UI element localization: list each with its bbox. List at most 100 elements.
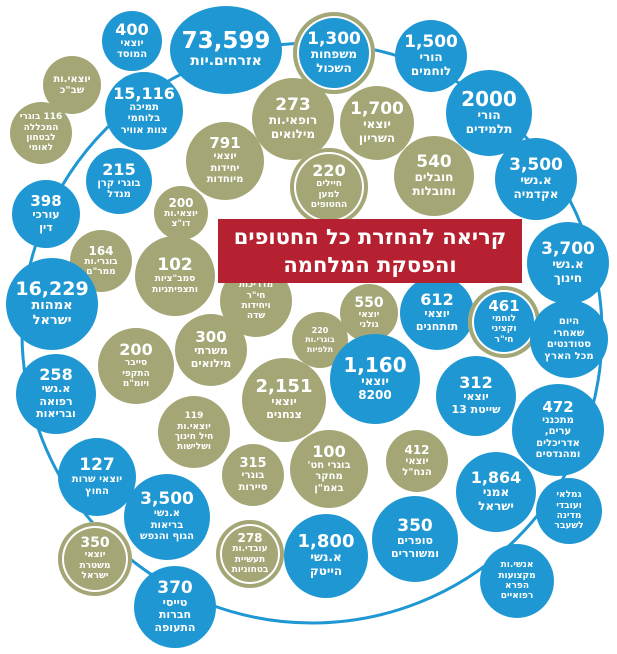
bubble-number: 3,500 (140, 489, 194, 510)
bubble-number: 1,800 (297, 531, 355, 553)
bubble-label: יוצאי צנחנים (266, 395, 302, 421)
bubble-number: 220 (312, 161, 346, 181)
bubble-number: 1,700 (350, 98, 404, 119)
bubble-mental-health: 3,500 א.נשי בריאות הגוף והנפש (124, 474, 210, 560)
bubble-students: היום שאחרי סטודנטים מכל הארץ (530, 300, 608, 378)
bubble-number: 315 (239, 456, 267, 471)
bubble-label: בוגרי סיירות (238, 470, 268, 493)
bubble-label: 220 בוגרי.ות תלפיות (305, 326, 335, 354)
bubble-number: 3,700 (541, 238, 595, 259)
bubble-number: 2,151 (255, 376, 313, 398)
bubble-pilots: 1,500 הורי לוחמים (395, 20, 467, 92)
bubble-keren-mandel: 215 בוגרי קרן מנדל (86, 148, 152, 214)
bubble-label: יוצאי השריון (358, 116, 396, 145)
bubble-number: 412 (404, 442, 430, 457)
bubble-label: אמהות ישראל (31, 297, 73, 328)
bubble-label: יוצאי.ות שב"כ (53, 73, 91, 97)
bubble-number: 1,500 (404, 31, 458, 52)
bubble-label: יוצאי.ות דו"צ (164, 208, 198, 229)
bubble-label: 116 בוגרי המכללה לבטחון לאומי (19, 112, 63, 154)
bubble-label: א.נשי אקדמיה (513, 172, 559, 201)
bubble-label: לוחמי וקציני חי"ר (491, 313, 517, 345)
bubble-label: סמב"ציות ותצפיתניות (152, 274, 198, 295)
bubble-education-corps: 119 יוצאי.ות חיל חינוך ושלישות (158, 396, 230, 468)
bubble-special-units: 791 יוצאי יחידות מיוחדות (186, 122, 264, 200)
bubble-duvdevan: 200 יוצאי.ות דו"צ (154, 186, 208, 240)
bubble-label: רופאי.ות מילואים (268, 112, 318, 141)
bubble-number: 15,116 (113, 83, 175, 103)
bubble-number: 73,599 (181, 28, 271, 55)
bubble-label: הורי לוחמים (410, 49, 452, 78)
bubble-engineering: 412 יוצאי הנח"ל (386, 430, 448, 492)
bubble-label: אזרחים.יות (190, 53, 262, 70)
bubble-label: א.נשי חינוך (552, 256, 584, 285)
bubble-number: 200 (119, 340, 153, 360)
bubble-label: תמיכה בלוחמי צוות אוויר (120, 101, 168, 136)
bubble-number: 398 (30, 191, 62, 210)
bubble-number: 273 (275, 94, 311, 115)
bubble-recon: 315 בוגרי סיירות (222, 444, 284, 506)
bubble-label: יוצאי שייטת 13 (451, 390, 501, 416)
bubble-label: יוצאי משטרת ישראל (79, 550, 111, 582)
bubble-number: 472 (542, 397, 574, 416)
bubble-label: גמלאי ועובדי מדינה לשעבר (554, 490, 584, 532)
bubble-management: 116 בוגרי המכללה לבטחון לאומי (10, 102, 72, 164)
headline-line-2: והפסקת המלחמה (283, 253, 457, 277)
bubble-warrior-women: 540 חובלים וחובלות (394, 136, 474, 216)
bubble-number: 370 (157, 577, 193, 598)
bubble-number: 100 (312, 441, 346, 461)
bubble-security-industries: 278 עובדי.ות תעשיית בטחוניות (216, 520, 284, 588)
bubble-label: יוצאי יחידות מיוחדות (206, 151, 244, 186)
bubble-number: 164 (88, 243, 114, 258)
bubble-label: א.נשי רפואה ובריאות (36, 382, 76, 421)
bubble-unit-8200: 1,160 יוצאי 8200 (330, 334, 420, 424)
bubble-academia-women: 3,500 א.נשי אקדמיה (495, 138, 577, 220)
bubble-pensioners: גמלאי ועובדי מדינה לשעבר (536, 478, 602, 544)
bubble-label: אנשי.ות מקצועות הפרא רפואיים (498, 560, 536, 602)
bubble-airforce-support: 15,116 תמיכה בלוחמי צוות אוויר (105, 72, 183, 150)
bubble-label: סייבר התקפי ויומ"מ (122, 358, 150, 390)
bubble-reserve-doctors: 273 רופאי.ות מילואים (252, 78, 334, 160)
bubble-label: משרתי מילואים (190, 343, 232, 370)
bubble-number: 400 (115, 19, 149, 39)
bubble-label: א.נשי בריאות הגוף והנפש (140, 508, 194, 543)
bubble-label: אמני ישראל (478, 485, 514, 513)
bubble-student-parents: 2000 הורי תלמידים (446, 70, 532, 156)
bubble-aviators: 370 טייסי חברות התעופה (134, 566, 216, 648)
bubble-number: 127 (79, 455, 115, 475)
bubble-education-women: 3,700 א.נשי חינוך (527, 222, 609, 304)
bubble-label: יוצאי שרות החוץ (71, 474, 123, 497)
bubble-label: טייסי חברות התעופה (154, 595, 196, 634)
bubble-label: חובלים וחובלות (412, 169, 456, 198)
bubble-label: א.נשי הייטק (309, 550, 343, 578)
bubble-label: היום שאחרי סטודנטים מכל הארץ (544, 316, 594, 362)
bubble-planners: 472 מתכנני ערים, אדריכלים ומהנדסים (512, 384, 604, 476)
bubble-number: 258 (39, 365, 73, 385)
bubble-label: יוצאי 8200 (358, 374, 392, 402)
bubble-number: 461 (488, 296, 520, 315)
bubble-number: 1,300 (307, 28, 361, 49)
bubble-label: הורי תלמידים (465, 108, 513, 136)
bubble-label: מדריכות חי"ר ויחידות שדה (238, 280, 274, 322)
headline-line-1: קריאה להחזרת כל החטופים (233, 224, 507, 249)
bubble-number: 3,500 (509, 154, 563, 175)
bubble-label: עובדי.ות תעשיית בטחוניות (231, 544, 269, 576)
bubble-number: 540 (416, 151, 452, 172)
bubble-artillery: 612 יוצאי תותחנים (400, 276, 474, 350)
bubble-foreign-service: 127 יוצאי שרות החוץ (58, 438, 136, 516)
bubble-intel: 102 סמב"ציות ותצפיתניות (135, 236, 215, 316)
bubble-shayetet: 312 יוצאי שייטת 13 (436, 356, 516, 436)
headline-banner: קריאה להחזרת כל החטופים והפסקת המלחמה (218, 219, 522, 283)
bubble-number: 612 (420, 290, 454, 310)
bubble-number: 278 (237, 531, 263, 546)
bubble-intel-research: 100 בוגרי חט' מחקר באמ"ן (290, 430, 368, 508)
bubble-label: בוגרי קרן מנדל (97, 177, 141, 201)
bubble-number: 215 (102, 159, 136, 179)
bubble-paratroopers: 2,151 יוצאי צנחנים (242, 358, 326, 442)
bubble-label: משפחות השכול (310, 46, 358, 75)
bubble-armored: 1,700 יוצאי השריון (340, 86, 414, 160)
bubble-number: 102 (157, 255, 193, 276)
bubble-number: 791 (209, 134, 241, 153)
bubble-mothers: 16,229 אמהות ישראל (6, 258, 98, 350)
